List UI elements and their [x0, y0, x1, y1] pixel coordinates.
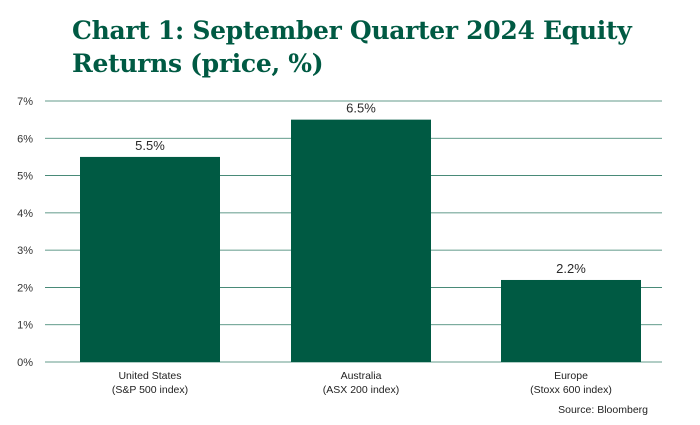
category-label: (S&P 500 index): [112, 384, 188, 396]
category-label: (ASX 200 index): [323, 384, 399, 396]
data-label: 6.5%: [346, 101, 376, 116]
bar: [80, 156, 220, 362]
category-label: Europe: [554, 370, 588, 382]
bar: [501, 279, 641, 362]
category-label: (Stoxx 600 index): [530, 384, 612, 396]
y-tick-label: 2%: [17, 282, 33, 294]
data-label: 5.5%: [135, 138, 165, 153]
data-labels: 5.5% 6.5% 2.2%: [135, 101, 586, 276]
category-labels: United States (S&P 500 index) Australia (AS…: [112, 370, 612, 396]
source-note: Source: Bloomberg: [558, 404, 648, 416]
category-label: United States: [118, 370, 181, 382]
y-tick-label: 0%: [17, 357, 33, 369]
y-axis-ticks: 0% 1% 2% 3% 4% 5% 6% 7%: [17, 96, 33, 369]
y-tick-label: 3%: [17, 245, 33, 257]
y-tick-label: 1%: [17, 320, 33, 332]
y-tick-label: 6%: [17, 133, 33, 145]
category-label: Australia: [341, 370, 382, 382]
y-tick-label: 4%: [17, 208, 33, 220]
y-tick-label: 5%: [17, 171, 33, 183]
chart-title: Chart 1: September Quarter 2024 Equity R…: [72, 16, 632, 78]
data-label: 2.2%: [556, 261, 586, 276]
bars: [80, 119, 641, 363]
y-tick-label: 7%: [17, 96, 33, 108]
bar: [291, 119, 431, 363]
